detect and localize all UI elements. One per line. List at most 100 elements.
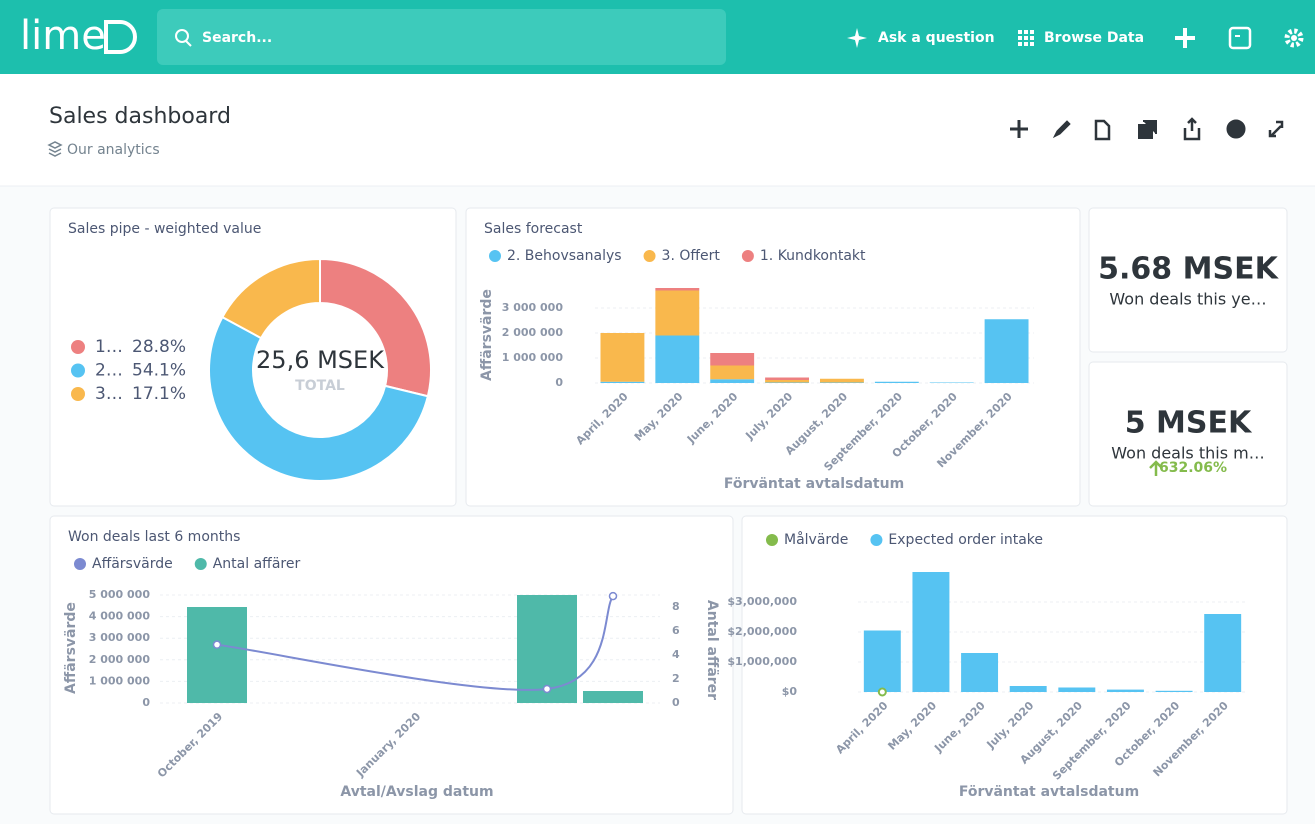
search-box[interactable] [157, 9, 726, 65]
bar [583, 691, 643, 703]
card [49, 515, 734, 815]
legend-label[interactable]: Expected order intake [888, 532, 1043, 548]
scalar-value: 5 MSEK [1125, 406, 1253, 441]
bar [1009, 686, 1047, 692]
target-point [877, 687, 887, 697]
collection-link[interactable]: Our analytics [67, 142, 160, 158]
sparkle-icon [847, 28, 867, 48]
legend-label: 3… [95, 384, 123, 404]
scalar-label[interactable]: Won deals this m… [1111, 444, 1264, 463]
auto-refresh-button[interactable] [1226, 119, 1246, 139]
bar-segment [765, 380, 810, 383]
legend-dot [71, 387, 85, 401]
bar-segment [765, 377, 810, 380]
scalar-value: 5.68 MSEK [1098, 252, 1279, 287]
duplicate-button[interactable] [1138, 120, 1157, 139]
legend-dot [489, 250, 501, 262]
y-axis-label: Affärsvärde [479, 289, 495, 381]
share-button[interactable] [1183, 117, 1201, 141]
bar [1204, 614, 1242, 692]
y-axis-label: Affärsvärde [63, 602, 79, 694]
browse-data[interactable]: Browse Data [1044, 30, 1144, 46]
y-tick-label: 5 000 000 [89, 588, 151, 601]
legend-dot [71, 363, 85, 378]
dashboard-actions [1010, 117, 1284, 141]
legend-dot [74, 558, 86, 570]
bar-segment [874, 381, 919, 383]
donut-total: 25,6 MSEK [256, 346, 385, 374]
bar [1058, 687, 1096, 692]
card [465, 207, 1081, 507]
legend-label: 1… [95, 337, 123, 357]
legend-dot [741, 250, 754, 262]
y-tick-label: 0 [555, 376, 563, 389]
y-tick-label: 6 [672, 624, 680, 637]
legend-label[interactable]: Antal affärer [213, 556, 301, 572]
y-tick-label: 0 [142, 696, 150, 709]
y-tick-label: 1 000 000 [502, 351, 564, 364]
y-tick-label: 2 000 000 [502, 326, 564, 339]
bar-segment [929, 382, 974, 383]
bar-segment [984, 319, 1029, 383]
y-tick-label: 4 [672, 648, 680, 661]
legend-value: 54.1% [132, 361, 186, 381]
dashboard-title: Sales dashboard [49, 104, 231, 129]
line-point [542, 684, 552, 694]
bar-segment [765, 382, 810, 383]
legend-value: 28.8% [132, 337, 186, 357]
legend-dot [71, 340, 85, 354]
legend-dot [766, 534, 778, 546]
legend-label[interactable]: Målvärde [784, 531, 848, 548]
revisions-button[interactable] [1094, 119, 1111, 141]
bar [1155, 690, 1193, 692]
bar-segment [655, 288, 700, 291]
legend-value: 17.1% [132, 384, 186, 404]
y-tick-label: $1,000,000 [727, 655, 797, 668]
donut-slice [319, 257, 432, 398]
fullscreen-button[interactable] [1268, 120, 1284, 138]
logo-mark [104, 20, 137, 54]
legend-label[interactable]: 2. Behovsanalys [507, 248, 622, 264]
trend-up-icon [1149, 460, 1163, 476]
bar-segment [819, 378, 864, 383]
logo[interactable]: lime [20, 13, 106, 59]
ask-question[interactable]: Ask a question [878, 30, 995, 46]
y-tick-label: 8 [672, 600, 680, 613]
dashboard-header [0, 74, 1315, 186]
search-placeholder[interactable]: Search... [202, 30, 272, 46]
y-tick-label: 2 000 000 [89, 653, 151, 666]
bar-segment [710, 353, 755, 366]
line-point [212, 640, 222, 649]
legend-label: 2… [95, 361, 123, 381]
legend-dot [643, 250, 656, 262]
x-axis-label: Förväntat avtalsdatum [959, 784, 1139, 800]
y-tick-label: $0 [782, 685, 798, 698]
y-tick-label: 1 000 000 [89, 674, 151, 687]
legend-label[interactable]: Affärsvärde [92, 556, 173, 572]
y-tick-label: 3 000 000 [502, 301, 564, 314]
y2-axis-label: Antal affärer [704, 600, 720, 700]
donut-slice [221, 257, 321, 340]
legend-label[interactable]: 1. Kundkontakt [760, 248, 866, 264]
bar-segment [655, 335, 700, 383]
donut-total-label: TOTAL [295, 378, 345, 394]
search-icon [175, 29, 189, 43]
add-card-button[interactable] [1010, 120, 1028, 138]
edit-button[interactable] [1052, 120, 1071, 139]
card-title[interactable]: Sales pipe - weighted value [68, 221, 261, 237]
legend-label[interactable]: 3. Offert [662, 248, 721, 264]
bar [187, 607, 247, 703]
new-button[interactable] [1175, 28, 1195, 48]
bar-segment [819, 382, 864, 383]
bar-segment [655, 290, 700, 336]
bar-segment [710, 365, 755, 380]
legend-dot [194, 558, 207, 570]
card-title[interactable]: Won deals last 6 months [68, 529, 240, 545]
card [1088, 207, 1288, 353]
scalar-label[interactable]: Won deals this ye… [1109, 290, 1266, 309]
settings-button[interactable] [1284, 28, 1304, 48]
card-title[interactable]: Sales forecast [484, 221, 583, 237]
sql-button[interactable] [1228, 26, 1252, 50]
x-axis-label: Förväntat avtalsdatum [724, 476, 904, 492]
bar-segment [600, 381, 645, 383]
